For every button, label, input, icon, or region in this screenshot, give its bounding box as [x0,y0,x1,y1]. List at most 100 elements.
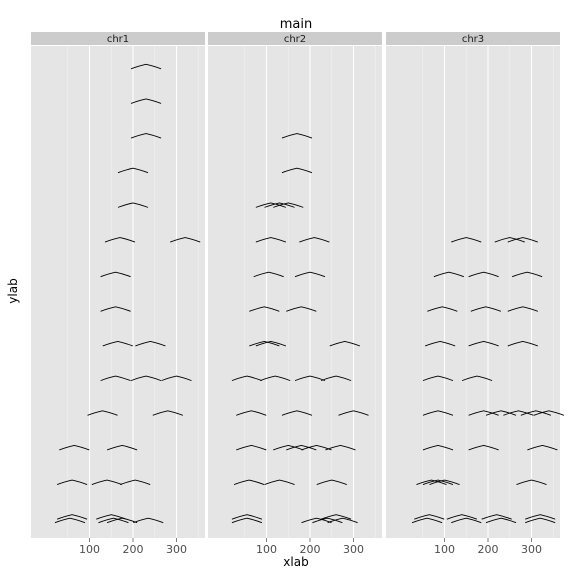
data-segment [451,237,482,243]
data-segment [273,202,304,208]
data-segment [312,517,343,524]
data-segment [117,167,149,174]
data-segment [87,410,118,416]
data-segment [255,237,287,243]
data-segment [320,514,352,520]
chart-title: main [280,17,312,32]
data-segment [422,375,454,382]
data-segment [301,517,332,524]
data-segment [255,341,287,347]
data-segment [264,479,295,485]
data-segment [98,517,129,524]
data-segment [253,271,284,278]
data-segment [54,517,86,524]
x-tick-label: 200 [300,543,321,556]
data-segment [231,514,263,520]
x-tick-label: 100 [79,543,100,556]
data-segment [468,271,499,278]
x-tick-label: 100 [434,543,455,556]
data-segment [56,514,88,520]
data-segment [325,444,356,451]
data-segment [56,479,88,485]
data-segment [130,63,162,70]
data-segment [161,375,192,382]
data-segment [135,341,166,347]
data-segment [106,517,138,524]
data-segment [433,271,465,278]
data-segment [481,514,512,520]
data-segment [255,202,287,208]
data-segment [104,237,136,243]
x-tick-label: 300 [166,543,187,556]
data-segment [525,514,556,520]
data-segment [264,202,295,208]
data-segment [468,410,499,416]
facet-strip [31,32,205,45]
data-segment [507,341,538,347]
data-segment [507,306,538,312]
data-segment [338,410,369,416]
data-segment [329,341,360,347]
facet-strip [386,32,560,45]
data-segment [130,98,162,104]
data-segment [485,517,517,524]
data-segment [414,514,445,520]
data-segment [236,410,267,416]
x-tick-label: 300 [343,543,364,556]
data-segment [249,306,280,312]
data-segment [301,444,332,451]
data-segment [416,479,447,485]
data-segment [533,410,565,416]
data-segment [100,271,131,278]
facet-strip-label: chr3 [462,34,484,45]
data-segment [236,444,267,451]
data-segment [100,375,131,382]
x-tick-label: 300 [521,543,542,556]
data-segment [494,237,525,243]
panels: chr1 100 200 300 chr2 100 200 300 chr3 100 200 300 [31,32,565,556]
panel-background [386,46,560,538]
data-segment [102,341,133,347]
panel-chr2: chr2 100 200 300 [208,32,382,556]
data-segment [320,375,352,382]
data-segment [231,517,263,524]
data-segment [507,237,538,243]
data-segment [520,410,552,416]
facet-strip [208,32,382,45]
data-segment [96,514,127,520]
panel-background [31,46,205,538]
x-tick-label: 200 [478,543,499,556]
data-segment [130,133,162,139]
y-axis-label: ylab [6,278,20,303]
data-segment [152,410,183,416]
data-segment [59,444,90,451]
data-segment [294,375,326,382]
data-segment [286,444,317,451]
data-segment [120,479,151,485]
data-segment [281,133,313,139]
data-segment [485,410,517,416]
data-segment [170,237,201,243]
data-segment [411,517,443,524]
data-segment [286,306,317,312]
data-segment [316,479,347,485]
x-axis-label: xlab [283,555,308,569]
data-segment [233,479,265,485]
data-segment [117,202,149,208]
data-segment [511,271,543,278]
data-segment [273,444,304,451]
data-segment [427,306,458,312]
data-segment [468,444,499,451]
data-segment [281,410,313,416]
panel-chr1: chr1 100 200 300 [31,32,205,556]
data-segment [468,341,499,347]
data-segment [231,375,263,382]
data-segment [299,237,330,243]
data-segment [527,444,558,451]
data-segment [249,341,280,347]
data-segment [130,375,162,382]
data-segment [516,479,547,485]
x-tick-label: 100 [256,543,277,556]
data-segment [281,167,313,174]
